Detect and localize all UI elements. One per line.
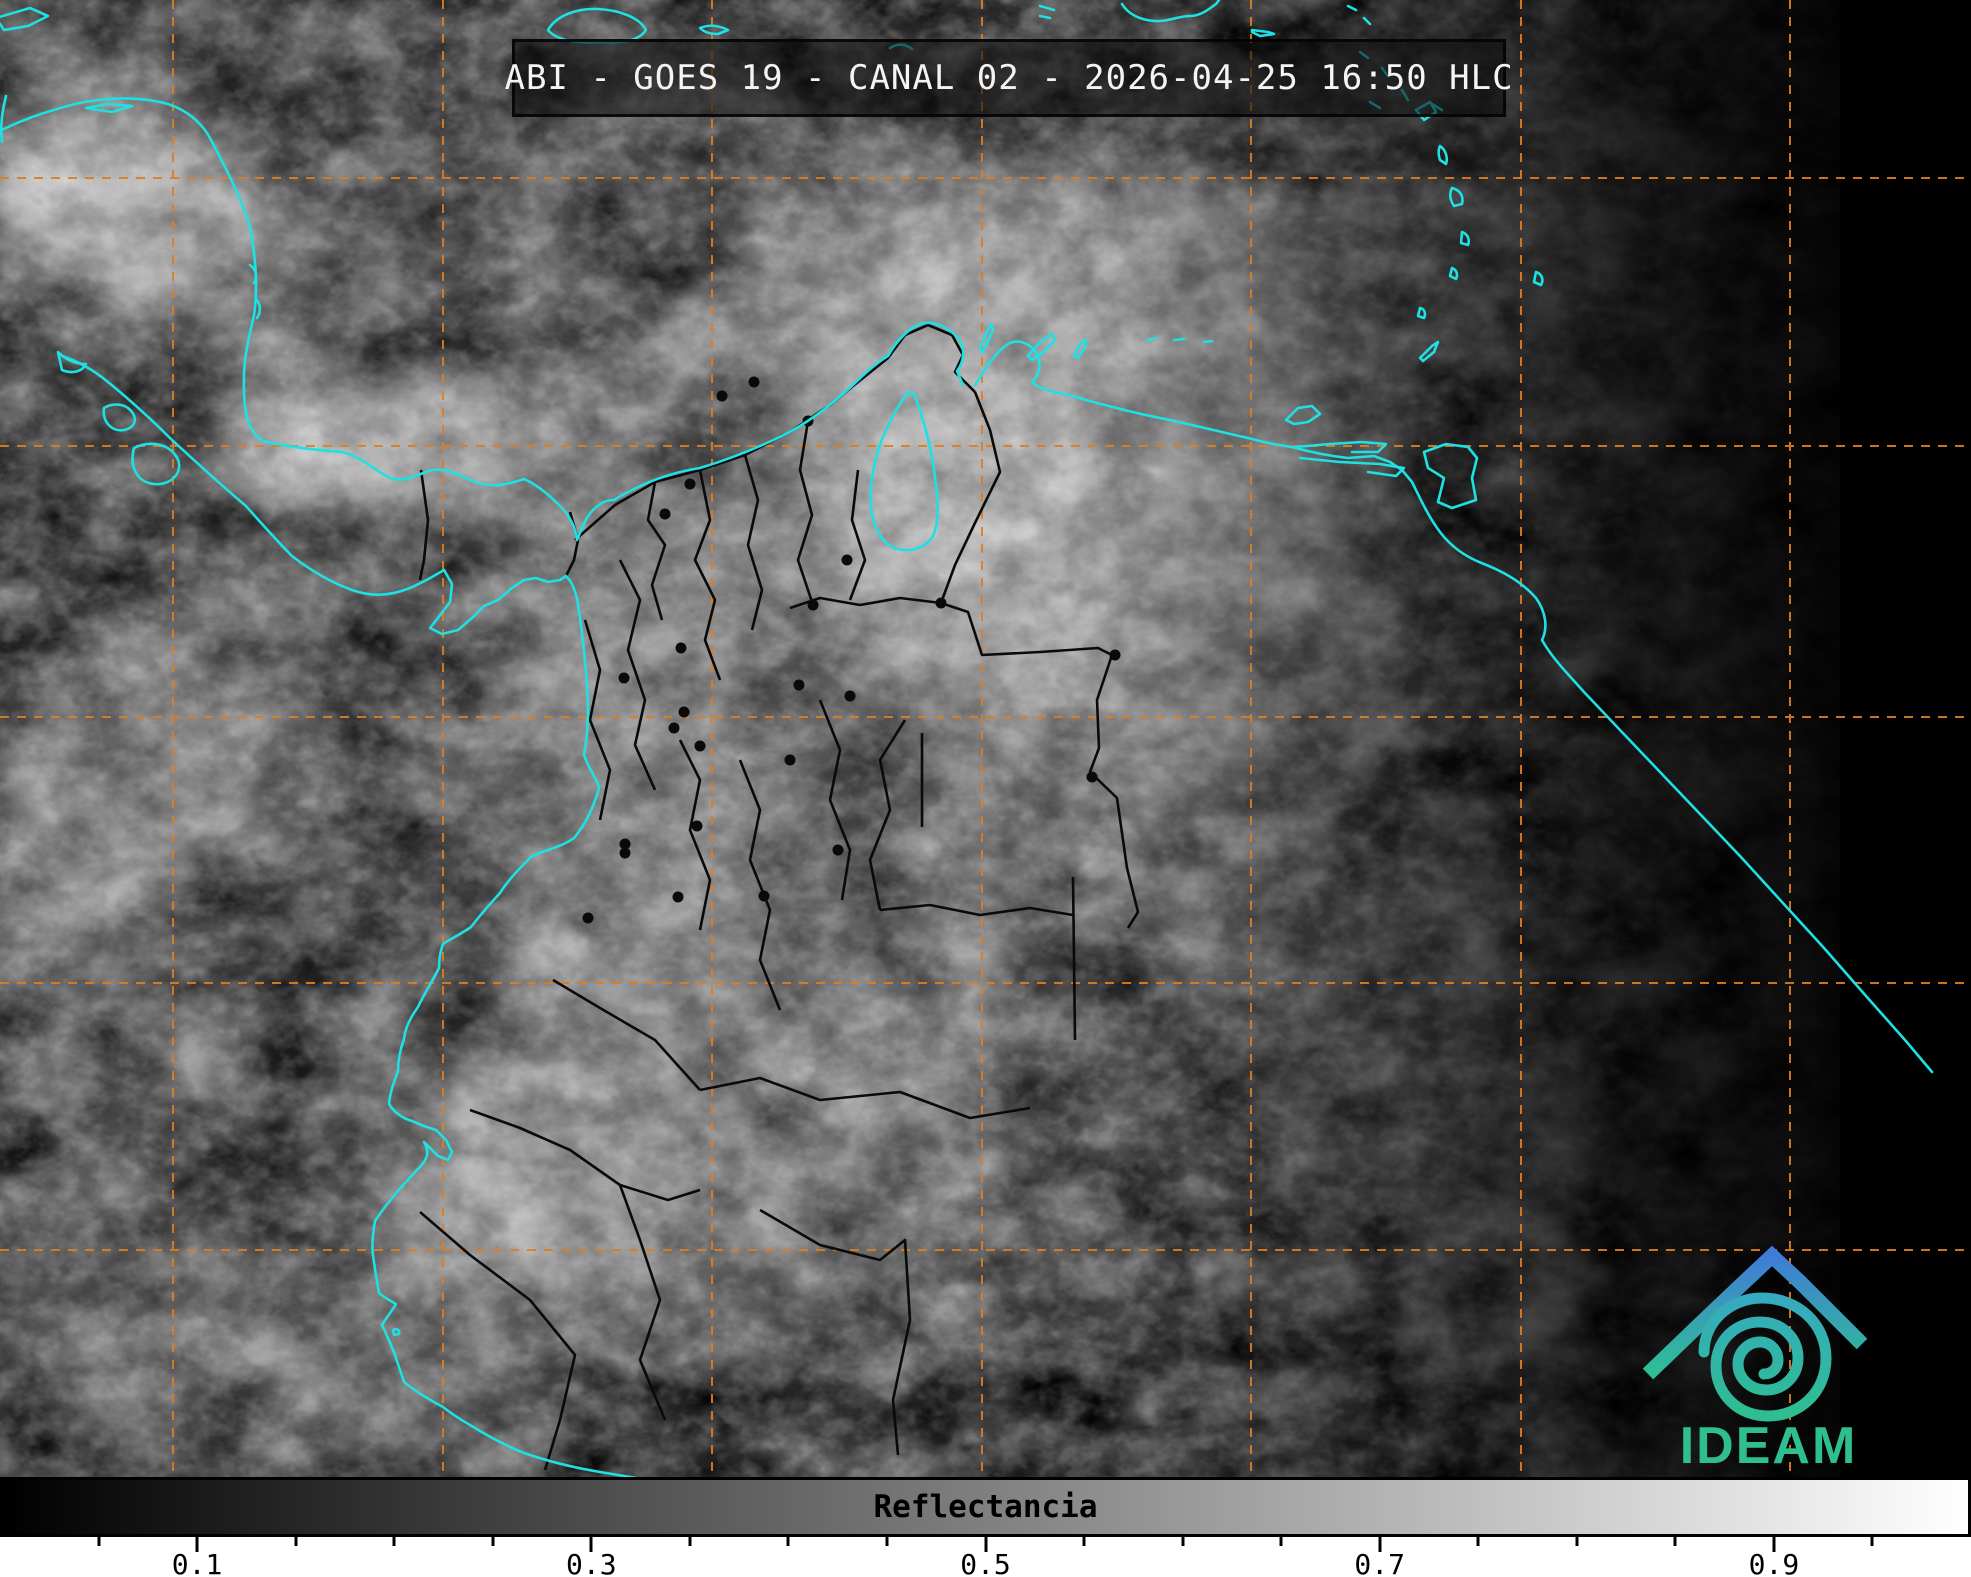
colorbar-minor-tick [786, 1537, 790, 1546]
colorbar-axis: 0.1 0.3 0.5 0.7 0.9 [0, 1537, 1971, 1577]
ideam-logo-text: IDEAM [1679, 1417, 1858, 1475]
colorbar-tick-label: 0.7 [1354, 1548, 1405, 1577]
colorbar-minor-tick [1082, 1537, 1086, 1546]
colorbar-minor-tick [1870, 1537, 1874, 1546]
colorbar-major-tick [1378, 1537, 1382, 1552]
colorbar-tick-label: 0.9 [1748, 1548, 1800, 1577]
colorbar-minor-tick [1181, 1537, 1185, 1546]
colorbar-minor-tick [294, 1537, 298, 1546]
colorbar-tick-label: 0.5 [960, 1548, 1011, 1577]
colorbar-minor-tick [1575, 1537, 1579, 1546]
colorbar-minor-tick [491, 1537, 495, 1546]
satellite-map [0, 0, 1971, 1479]
colorbar-minor-tick [1476, 1537, 1480, 1546]
colorbar-minor-tick [885, 1537, 889, 1546]
colorbar-minor-tick [1279, 1537, 1283, 1546]
colorbar-major-tick [589, 1537, 593, 1552]
terminator-shading [1100, 0, 1971, 1479]
colorbar-major-tick [1772, 1537, 1776, 1552]
coastline-layer [0, 0, 1934, 1479]
hurricane-spiral-icon [1698, 1292, 1832, 1422]
colorbar-major-tick [984, 1537, 987, 1552]
colorbar-minor-tick [688, 1537, 692, 1546]
colorbar-tick-label: 0.1 [171, 1548, 223, 1577]
mountain-icon [1642, 1245, 1868, 1380]
product-title: ABI - GOES 19 - CANAL 02 - 2026-04-25 16… [504, 58, 1514, 98]
city-dots-layer [582, 376, 1121, 924]
colorbar-gradient [0, 1477, 1971, 1537]
colorbar-minor-tick [1673, 1537, 1677, 1546]
colorbar-minor-tick [97, 1537, 101, 1546]
ideam-logo [1642, 1245, 1868, 1422]
colorbar-major-tick [195, 1537, 199, 1552]
graticule-layer [0, 0, 1971, 1479]
title-bar: ABI - GOES 19 - CANAL 02 - 2026-04-25 16… [504, 39, 1513, 117]
colorbar-minor-tick [392, 1537, 396, 1546]
colorbar-tick-label: 0.3 [566, 1548, 617, 1577]
cloud-layer [0, 0, 1971, 1479]
